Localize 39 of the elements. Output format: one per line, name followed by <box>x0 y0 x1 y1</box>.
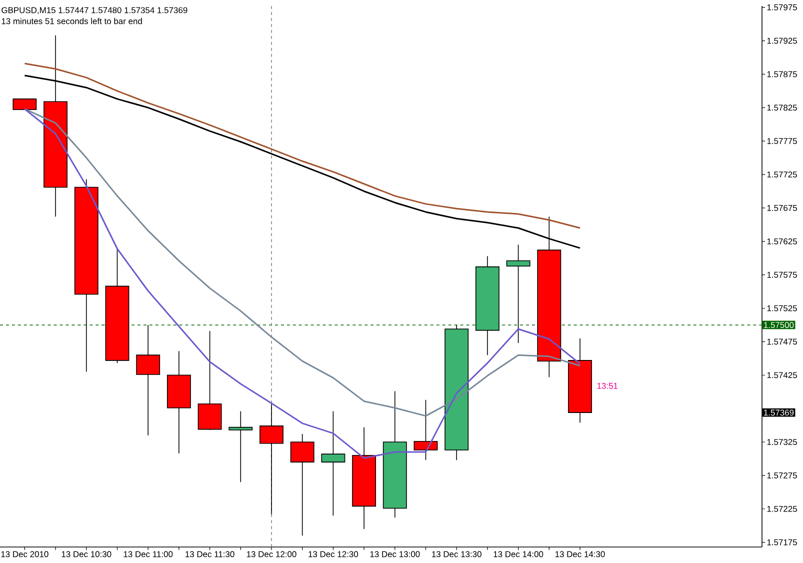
x-tick-label: 13 Dec 13:30 <box>432 551 482 558</box>
y-tick-label: 1.57575 <box>767 272 797 278</box>
candlestick <box>414 399 438 460</box>
y-tick-label: 1.57175 <box>767 539 797 546</box>
chart-title: GBPUSD,M15 1.57447 1.57480 1.57354 1.57369 <box>2 7 188 14</box>
y-tick-label: 1.57975 <box>767 4 797 10</box>
annotation: 13:51 <box>597 382 618 389</box>
y-tick-label: 1.57875 <box>767 71 797 78</box>
candlestick <box>228 410 253 483</box>
x-tick-label: 13 Dec 11:00 <box>124 551 173 558</box>
y-tick-label: 1.57425 <box>767 372 797 378</box>
x-tick-label: 13 Dec 12:30 <box>308 551 358 558</box>
x-tick-label: 13 Dec 13:00 <box>370 551 420 558</box>
candlestick <box>506 244 530 344</box>
y-tick-label: 1.57825 <box>767 104 797 111</box>
x-tick-label: 13 Dec 2010 <box>1 551 48 558</box>
x-tick-label: 13 Dec 11:30 <box>186 551 234 558</box>
ref-line-label: 1.57500 <box>764 322 794 328</box>
y-tick-label: 1.57625 <box>767 238 797 244</box>
y-tick-label: 1.57925 <box>767 38 797 44</box>
candlestick <box>321 410 346 516</box>
y-tick-label: 1.57725 <box>767 172 797 178</box>
y-tick-label: 1.57225 <box>767 506 797 512</box>
candlestick <box>260 402 284 515</box>
y-tick-label: 1.57775 <box>767 138 797 144</box>
y-tick-label: 1.57525 <box>767 305 797 312</box>
y-tick-label: 1.57475 <box>767 338 797 345</box>
x-tick-label: 13 Dec 14:00 <box>494 551 544 558</box>
candlestick <box>290 434 314 536</box>
y-tick-label: 1.57675 <box>767 204 797 211</box>
candlestick <box>136 324 160 436</box>
text: 1.57369 <box>764 410 794 416</box>
text: 13 minutes 51 seconds left to bar end <box>2 18 142 24</box>
y-tick-label: 1.57325 <box>767 439 797 445</box>
x-tick-label: 13 Dec 14:30 <box>555 551 605 558</box>
x-tick-label: 13 Dec 10:30 <box>62 551 112 558</box>
line-series <box>24 62 581 229</box>
x-tick-label: 13 Dec 12:00 <box>246 551 296 558</box>
y-tick-label: 1.57275 <box>767 472 797 478</box>
